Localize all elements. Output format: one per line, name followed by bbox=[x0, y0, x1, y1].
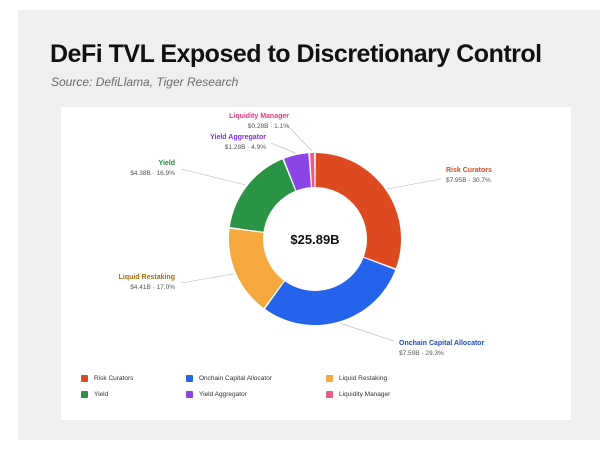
slide: DeFi TVL Exposed to Discretionary Contro… bbox=[18, 10, 600, 440]
slice-yield bbox=[229, 159, 296, 232]
slice-label-yield: Yield bbox=[159, 160, 175, 167]
page-subtitle: Source: DefiLlama, Tiger Research bbox=[51, 75, 239, 89]
legend-label: Yield bbox=[94, 391, 109, 398]
legend-label: Risk Curators bbox=[94, 375, 134, 382]
legend-item-yield-aggregator: Yield Aggregator bbox=[186, 391, 326, 398]
legend-item-onchain-capital-allocator: Onchain Capital Allocator bbox=[186, 375, 326, 382]
leader-line-risk-curators bbox=[387, 178, 442, 190]
donut-chart: Risk Curators $7.95B · 30.7% Onchain Capit… bbox=[119, 113, 492, 357]
legend-swatch bbox=[326, 375, 333, 382]
legend-item-yield: Yield bbox=[81, 391, 186, 398]
slice-liquid-restaking bbox=[229, 228, 284, 308]
center-total-label: $25.89B bbox=[290, 232, 339, 247]
chart-legend: Risk Curators Onchain Capital Allocator Li… bbox=[81, 375, 561, 398]
legend-swatch bbox=[81, 391, 88, 398]
slice-label-risk-curators: Risk Curators bbox=[446, 167, 492, 174]
slice-onchain-capital-allocator bbox=[265, 257, 396, 325]
legend-label: Onchain Capital Allocator bbox=[199, 375, 272, 382]
leader-line-yield bbox=[180, 168, 246, 186]
leader-line-yield-aggregator bbox=[270, 142, 296, 154]
slice-label-liquid-restaking: Liquid Restaking bbox=[119, 274, 175, 281]
leader-line-onchain-capital-allocator bbox=[340, 323, 395, 342]
slice-yield-aggregator bbox=[284, 153, 311, 191]
slice-value-yield-aggregator: $1.28B · 4.9% bbox=[225, 144, 266, 151]
legend-swatch bbox=[326, 391, 333, 398]
slice-value-risk-curators: $7.95B · 30.7% bbox=[446, 177, 491, 184]
slice-label-yield-aggregator: Yield Aggregator bbox=[210, 134, 266, 141]
slice-label-liquidity-manager: Liquidity Manager bbox=[229, 113, 289, 120]
chart-card: Risk Curators $7.95B · 30.7% Onchain Capit… bbox=[61, 107, 571, 420]
legend-label: Yield Aggregator bbox=[199, 391, 247, 398]
leader-line-liquid-restaking bbox=[180, 273, 235, 284]
legend-item-liquidity-manager: Liquidity Manager bbox=[326, 391, 436, 398]
slice-value-yield: $4.38B · 16.9% bbox=[130, 170, 175, 177]
legend-swatch bbox=[186, 375, 193, 382]
legend-item-risk-curators: Risk Curators bbox=[81, 375, 186, 382]
legend-swatch bbox=[186, 391, 193, 398]
slice-label-onchain-capital-allocator: Onchain Capital Allocator bbox=[399, 340, 485, 347]
slice-liquidity-manager bbox=[310, 153, 315, 188]
legend-swatch bbox=[81, 375, 88, 382]
slice-value-liquidity-manager: $0.28B · 1.1% bbox=[248, 123, 289, 130]
legend-label: Liquid Restaking bbox=[339, 375, 388, 382]
legend-item-liquid-restaking: Liquid Restaking bbox=[326, 375, 436, 382]
slice-value-onchain-capital-allocator: $7.59B · 29.3% bbox=[399, 350, 444, 357]
slice-risk-curators bbox=[315, 153, 401, 269]
page-title: DeFi TVL Exposed to Discretionary Contro… bbox=[50, 40, 542, 68]
slice-value-liquid-restaking: $4.41B · 17.0% bbox=[130, 284, 175, 291]
leader-line-liquidity-manager bbox=[286, 124, 313, 152]
legend-label: Liquidity Manager bbox=[339, 391, 391, 398]
